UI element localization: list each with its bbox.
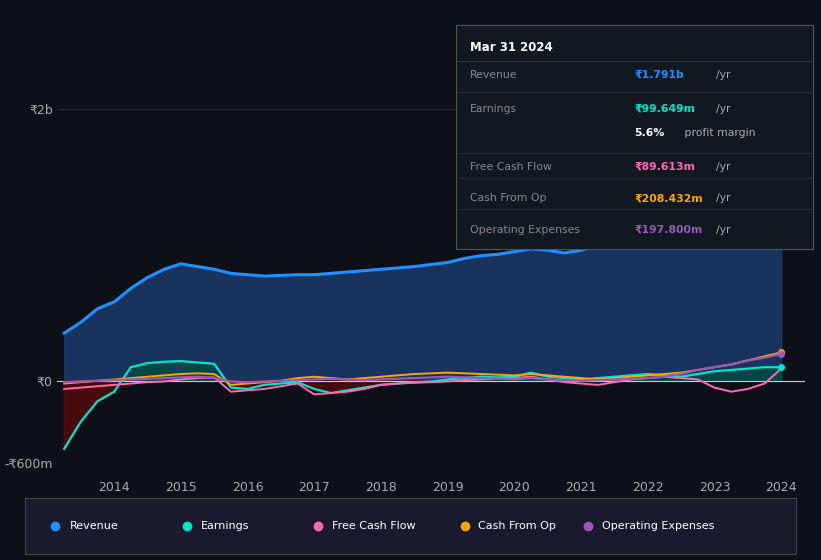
Text: Free Cash Flow: Free Cash Flow bbox=[470, 162, 552, 172]
Text: Earnings: Earnings bbox=[470, 104, 517, 114]
Text: /yr: /yr bbox=[717, 162, 731, 172]
Text: Cash From Op: Cash From Op bbox=[470, 193, 547, 203]
Text: Operating Expenses: Operating Expenses bbox=[602, 521, 714, 531]
Text: Earnings: Earnings bbox=[200, 521, 249, 531]
Text: Operating Expenses: Operating Expenses bbox=[470, 225, 580, 235]
Text: ₹197.800m: ₹197.800m bbox=[635, 225, 703, 235]
Text: ₹1.791b: ₹1.791b bbox=[635, 70, 684, 80]
Text: Free Cash Flow: Free Cash Flow bbox=[332, 521, 415, 531]
Text: Revenue: Revenue bbox=[70, 521, 118, 531]
Text: /yr: /yr bbox=[717, 70, 731, 80]
Text: /yr: /yr bbox=[717, 225, 731, 235]
Text: Mar 31 2024: Mar 31 2024 bbox=[470, 41, 553, 54]
Text: Cash From Op: Cash From Op bbox=[479, 521, 557, 531]
Text: /yr: /yr bbox=[717, 193, 731, 203]
Text: ₹99.649m: ₹99.649m bbox=[635, 104, 695, 114]
Text: profit margin: profit margin bbox=[681, 128, 755, 138]
Text: ₹89.613m: ₹89.613m bbox=[635, 162, 695, 172]
Text: /yr: /yr bbox=[717, 104, 731, 114]
Text: 5.6%: 5.6% bbox=[635, 128, 664, 138]
Text: Revenue: Revenue bbox=[470, 70, 517, 80]
Text: ₹208.432m: ₹208.432m bbox=[635, 193, 703, 203]
